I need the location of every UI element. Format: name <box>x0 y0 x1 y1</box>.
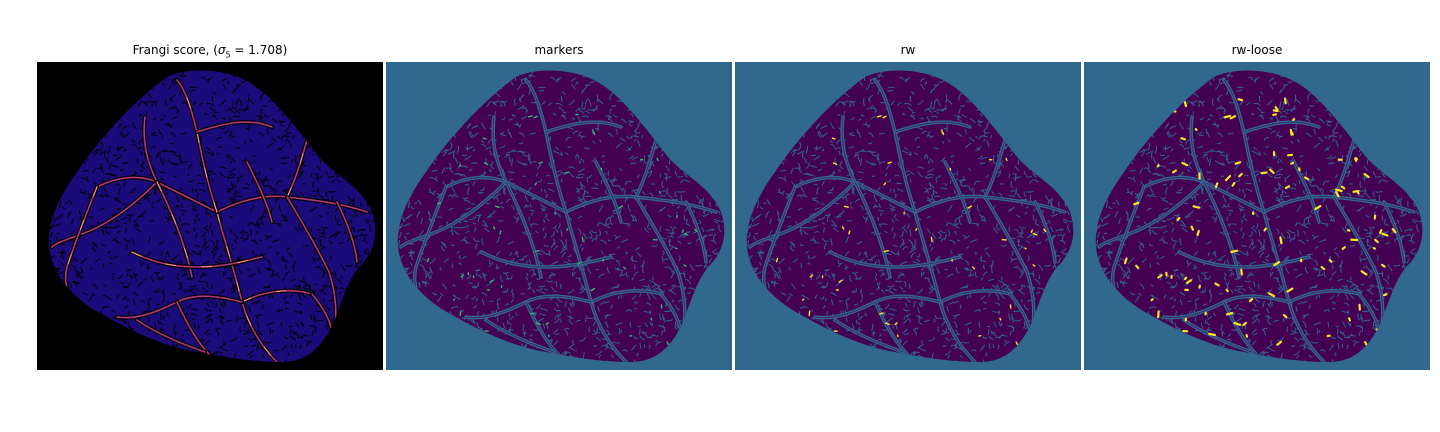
rw-loose-image <box>1084 62 1430 370</box>
vessel <box>136 319 206 353</box>
panel-title-markers: markers <box>534 43 584 57</box>
panel-title-rw: rw <box>900 43 916 57</box>
panel-rw-image <box>735 62 1081 370</box>
panel-title-rw-loose: rw-loose <box>1231 43 1283 57</box>
rw-image <box>735 62 1081 370</box>
frangi-title-sub: 5 <box>225 50 231 60</box>
vessel <box>51 181 158 248</box>
markers-image <box>386 62 732 370</box>
frangi-title-suffix: = 1.708) <box>230 43 288 57</box>
panel-markers-image <box>386 62 732 370</box>
tissue-texture <box>746 70 1074 363</box>
vessel <box>286 196 337 325</box>
tissue-texture <box>397 70 725 363</box>
panel-frangi-image <box>37 62 383 370</box>
vessel <box>143 116 158 183</box>
frangi-title-prefix: Frangi score, ( <box>132 43 218 57</box>
vessel <box>246 161 273 223</box>
panel-rw-loose-image <box>1084 62 1430 370</box>
marker-pixels <box>775 99 1047 350</box>
tissue-texture <box>48 70 376 363</box>
frangi-title-sigma: σ <box>217 43 226 57</box>
vessel <box>196 121 273 133</box>
panel-title-frangi: Frangi score, (σ5 = 1.708) <box>37 43 383 59</box>
frangi-image <box>37 62 383 370</box>
vessel <box>336 201 358 263</box>
